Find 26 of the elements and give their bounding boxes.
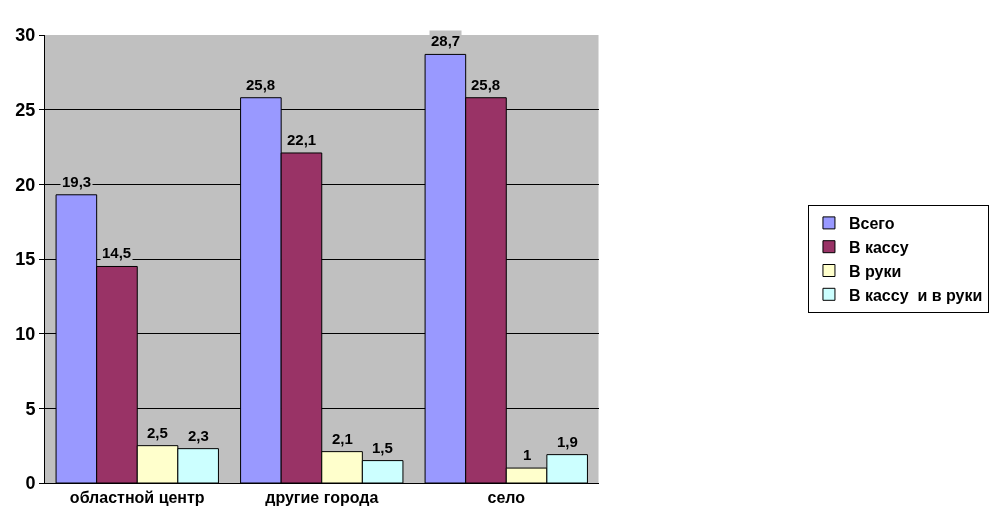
y-tick-label: 10: [15, 323, 36, 344]
data-label: 2,1: [332, 430, 353, 447]
y-tick-label: 5: [25, 398, 36, 419]
data-label: 28,7: [431, 32, 461, 49]
y-tick-label: 20: [15, 174, 36, 195]
x-tick-label: областной центр: [69, 489, 205, 507]
legend-label: Всего: [848, 215, 895, 233]
x-tick-label: село: [487, 489, 526, 507]
data-label: 1: [523, 446, 532, 463]
data-label: 1,5: [372, 439, 393, 456]
data-label: 14,5: [102, 244, 132, 261]
legend-label: В кассу: [848, 238, 909, 256]
y-tick-label: 15: [15, 249, 36, 270]
legend-label: В руки: [848, 262, 902, 280]
x-tick-label: другие города: [265, 489, 379, 507]
data-label: 22,1: [287, 131, 317, 148]
data-label: 25,8: [471, 76, 501, 93]
data-label: 25,8: [246, 76, 276, 93]
data-label: 1,9: [557, 433, 578, 450]
data-label: 2,5: [147, 424, 168, 441]
data-label: 19,3: [62, 173, 92, 190]
y-tick-label: 30: [15, 25, 36, 46]
y-tick-label: 0: [25, 473, 36, 494]
y-tick-label: 25: [15, 99, 36, 120]
legend-label: В кассу и в руки: [848, 286, 983, 304]
data-label: 2,3: [188, 427, 209, 444]
